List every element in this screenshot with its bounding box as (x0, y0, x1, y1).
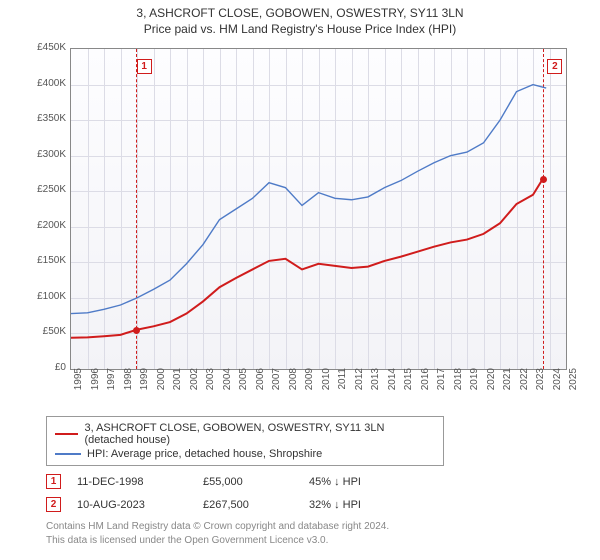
x-axis-label: 2021 (502, 368, 508, 404)
legend-label-price-paid: 3, ASHCROFT CLOSE, GOBOWEN, OSWESTRY, SY… (84, 422, 435, 446)
x-axis-label: 2009 (304, 368, 310, 404)
y-axis-label: £50K (20, 326, 66, 337)
series-line-hpi (71, 85, 546, 314)
x-axis-label: 2013 (370, 368, 376, 404)
x-axis-label: 2018 (453, 368, 459, 404)
x-axis-label: 2011 (337, 368, 343, 404)
chart-title-line1: 3, ASHCROFT CLOSE, GOBOWEN, OSWESTRY, SY… (10, 6, 590, 20)
x-axis-label: 1996 (90, 368, 96, 404)
attribution: Contains HM Land Registry data © Crown c… (46, 520, 590, 548)
legend-row-hpi: HPI: Average price, detached house, Shro… (55, 447, 435, 461)
y-axis-label: £450K (20, 42, 66, 53)
sale-date-1: 11-DEC-1998 (77, 476, 187, 488)
series-line-price_paid (71, 179, 543, 338)
x-axis-label: 1997 (106, 368, 112, 404)
x-axis-label: 2003 (205, 368, 211, 404)
x-axis-label: 2007 (271, 368, 277, 404)
x-axis-label: 2002 (189, 368, 195, 404)
x-axis-label: 2005 (238, 368, 244, 404)
line-svg (71, 49, 566, 369)
sale-delta-2: 32% ↓ HPI (309, 499, 361, 511)
y-axis-label: £300K (20, 149, 66, 160)
x-axis-label: 2008 (288, 368, 294, 404)
x-axis-label: 2025 (568, 368, 574, 404)
sale-price-1: £55,000 (203, 476, 293, 488)
sale-dot-2 (540, 176, 547, 183)
x-axis-label: 2001 (172, 368, 178, 404)
x-axis-label: 2000 (156, 368, 162, 404)
x-axis-label: 1998 (123, 368, 129, 404)
chart-area: 12 £0£50K£100K£150K£200K£250K£300K£350K£… (20, 40, 580, 410)
sale-marker-box-1: 1 (137, 59, 152, 74)
x-axis-label: 1999 (139, 368, 145, 404)
sale-row-marker-1: 1 (46, 474, 61, 489)
x-axis-label: 2024 (552, 368, 558, 404)
sale-price-2: £267,500 (203, 499, 293, 511)
sale-row-2: 2 10-AUG-2023 £267,500 32% ↓ HPI (46, 497, 590, 512)
x-axis-label: 2022 (519, 368, 525, 404)
x-axis-label: 2014 (387, 368, 393, 404)
x-axis-label: 1995 (73, 368, 79, 404)
x-axis-label: 2006 (255, 368, 261, 404)
y-axis-label: £100K (20, 291, 66, 302)
x-axis-label: 2017 (436, 368, 442, 404)
x-axis-label: 2015 (403, 368, 409, 404)
x-axis-label: 2004 (222, 368, 228, 404)
y-axis-label: £200K (20, 220, 66, 231)
y-axis-label: £350K (20, 113, 66, 124)
x-axis-label: 2023 (535, 368, 541, 404)
sale-dot-1 (133, 327, 140, 334)
y-axis-label: £250K (20, 184, 66, 195)
x-axis-label: 2020 (486, 368, 492, 404)
y-axis-label: £0 (20, 362, 66, 373)
chart-title-line2: Price paid vs. HM Land Registry's House … (10, 22, 590, 36)
attribution-line2: This data is licensed under the Open Gov… (46, 534, 590, 548)
attribution-line1: Contains HM Land Registry data © Crown c… (46, 520, 590, 534)
legend-swatch-price-paid (55, 433, 78, 435)
x-axis-label: 2012 (354, 368, 360, 404)
plot-region: 12 (70, 48, 567, 370)
sale-marker-box-2: 2 (547, 59, 562, 74)
legend: 3, ASHCROFT CLOSE, GOBOWEN, OSWESTRY, SY… (46, 416, 444, 466)
sale-row-1: 1 11-DEC-1998 £55,000 45% ↓ HPI (46, 474, 590, 489)
sale-date-2: 10-AUG-2023 (77, 499, 187, 511)
legend-swatch-hpi (55, 453, 81, 455)
sale-delta-1: 45% ↓ HPI (309, 476, 361, 488)
legend-row-price-paid: 3, ASHCROFT CLOSE, GOBOWEN, OSWESTRY, SY… (55, 421, 435, 447)
y-axis-label: £400K (20, 78, 66, 89)
legend-label-hpi: HPI: Average price, detached house, Shro… (87, 448, 322, 460)
x-axis-label: 2019 (469, 368, 475, 404)
y-axis-label: £150K (20, 255, 66, 266)
sale-row-marker-2: 2 (46, 497, 61, 512)
x-axis-label: 2016 (420, 368, 426, 404)
x-axis-label: 2010 (321, 368, 327, 404)
